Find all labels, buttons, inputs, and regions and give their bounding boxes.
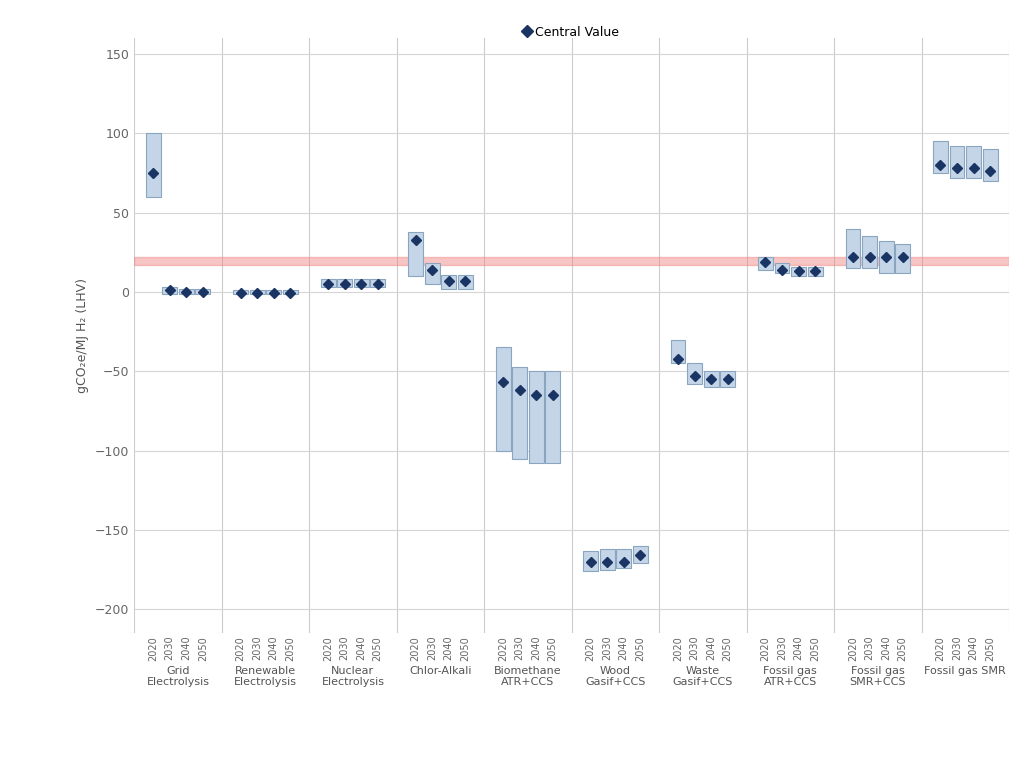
Bar xyxy=(266,290,282,293)
Bar xyxy=(862,236,877,268)
Bar xyxy=(895,245,910,273)
Bar xyxy=(371,279,385,287)
Bar xyxy=(720,371,735,387)
Text: Grid
Electrolysis: Grid Electrolysis xyxy=(146,665,210,687)
Bar xyxy=(933,141,948,173)
Bar xyxy=(583,550,598,571)
Bar xyxy=(703,371,719,387)
Text: Biomethane
ATR+CCS: Biomethane ATR+CCS xyxy=(494,665,562,687)
Bar xyxy=(496,347,511,451)
Bar xyxy=(337,279,352,287)
Bar xyxy=(949,146,965,178)
Bar xyxy=(616,549,631,568)
Text: Waste
Gasif+CCS: Waste Gasif+CCS xyxy=(673,665,733,687)
Bar xyxy=(353,279,369,287)
Bar xyxy=(687,364,702,384)
Bar xyxy=(425,263,439,284)
Bar xyxy=(983,149,997,181)
Bar xyxy=(758,257,773,269)
Text: Wood
Gasif+CCS: Wood Gasif+CCS xyxy=(585,665,645,687)
Bar xyxy=(966,146,981,178)
Bar xyxy=(671,340,685,364)
Text: Renewable
Electrolysis: Renewable Electrolysis xyxy=(233,665,297,687)
Bar xyxy=(134,257,1009,265)
Bar xyxy=(321,279,336,287)
Bar xyxy=(600,549,614,570)
Text: Chlor-Alkali: Chlor-Alkali xyxy=(410,665,472,676)
Y-axis label: gCO₂e/MJ H₂ (LHV): gCO₂e/MJ H₂ (LHV) xyxy=(77,278,89,393)
Bar xyxy=(409,232,423,276)
Bar xyxy=(250,290,264,293)
Bar xyxy=(808,266,822,276)
Text: Fossil gas
ATR+CCS: Fossil gas ATR+CCS xyxy=(764,665,817,687)
Text: Fossil gas SMR: Fossil gas SMR xyxy=(925,665,1007,676)
Bar xyxy=(458,275,473,289)
Bar xyxy=(145,134,161,197)
Legend: Central Value: Central Value xyxy=(519,21,625,43)
Bar xyxy=(196,289,210,293)
Text: Fossil gas
SMR+CCS: Fossil gas SMR+CCS xyxy=(850,665,906,687)
Bar xyxy=(512,367,527,459)
Bar xyxy=(774,263,790,273)
Bar xyxy=(441,275,456,289)
Bar xyxy=(179,289,194,293)
Bar xyxy=(233,290,248,293)
Bar xyxy=(545,371,560,463)
Bar xyxy=(162,287,177,293)
Bar xyxy=(846,229,860,268)
Bar xyxy=(792,266,806,276)
Bar xyxy=(283,290,298,293)
Bar xyxy=(528,371,544,463)
Bar xyxy=(633,546,647,564)
Text: Nuclear
Electrolysis: Nuclear Electrolysis xyxy=(322,665,384,687)
Bar xyxy=(879,241,894,273)
